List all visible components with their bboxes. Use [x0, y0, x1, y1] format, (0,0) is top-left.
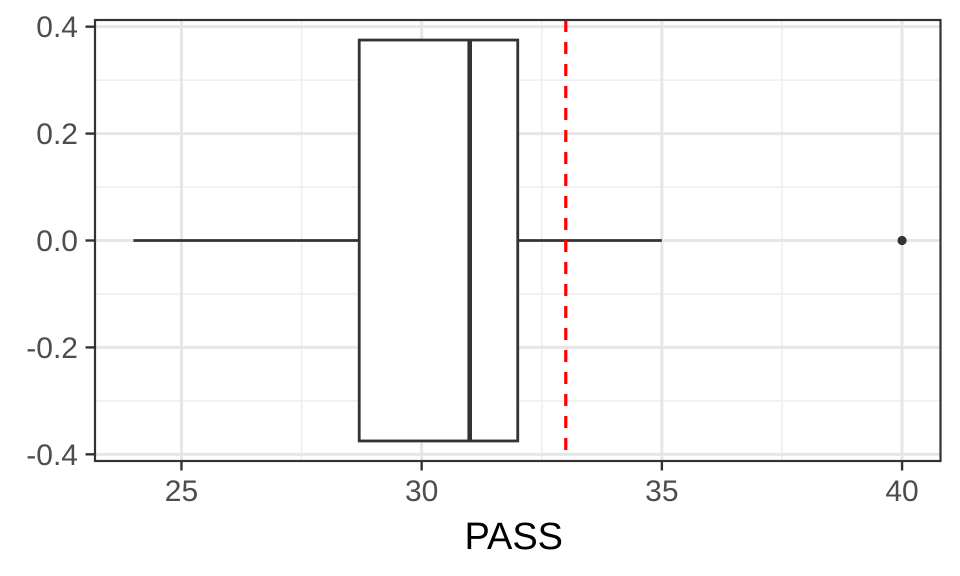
box — [357, 38, 520, 443]
x-tick-label: 40 — [885, 475, 918, 508]
panel-border — [93, 18, 942, 463]
x-tick-label: 25 — [165, 475, 198, 508]
y-tick-label: -0.2 — [26, 332, 78, 365]
x-tick-label: 35 — [645, 475, 678, 508]
x-tick-label: 30 — [405, 475, 438, 508]
y-tick-label: 0.2 — [36, 118, 78, 151]
outlier-point — [897, 235, 907, 246]
y-tick-label: -0.4 — [26, 439, 78, 472]
y-tick-label: 0.0 — [36, 225, 78, 258]
x-axis-title: PASS — [464, 516, 563, 558]
y-tick-label: 0.4 — [36, 11, 78, 44]
